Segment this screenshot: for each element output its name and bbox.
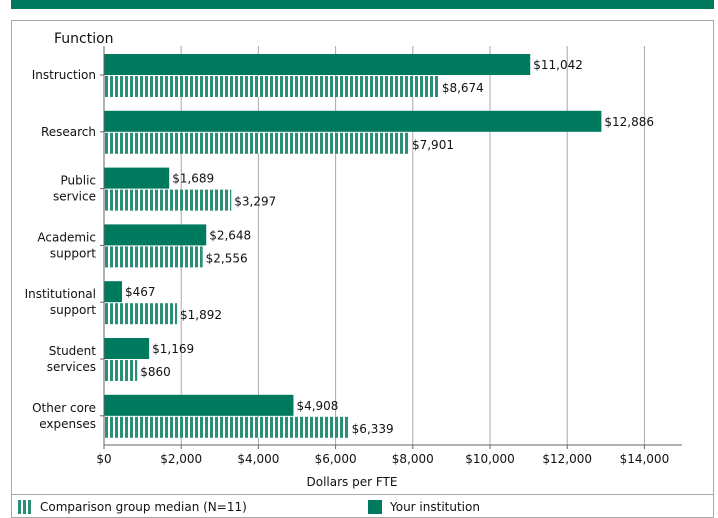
data-label-comparison-median: $7,901 [412, 138, 454, 152]
bar-chart: Function $11,042 $8,674 $12,886 $7,901 $1,68… [25, 31, 682, 489]
legend-label-comparison: Comparison group median (N=11) [40, 500, 247, 514]
category-label: Instruction [32, 68, 96, 82]
data-label-comparison-median: $1,892 [180, 308, 222, 322]
x-tick-label: $4,000 [237, 452, 279, 466]
category-label: support [50, 303, 96, 317]
bar-your-institution [104, 54, 531, 75]
data-label-your-institution: $11,042 [533, 58, 583, 72]
bar-comparison-median [104, 189, 232, 211]
x-tick-label: $6,000 [315, 452, 357, 466]
category-label: Academic [37, 230, 96, 244]
gridlines [180, 46, 645, 445]
axes: $0 $2,000 $4,000 $6,000 $8,000 $10,000 $12,000… [25, 46, 682, 466]
data-label-comparison-median: $6,339 [352, 422, 394, 436]
bar-comparison-median [104, 416, 349, 438]
bar-your-institution [104, 394, 294, 416]
data-label-comparison-median: $2,556 [206, 251, 248, 265]
x-tick-label: $12,000 [542, 452, 592, 466]
category-label: Institutional [25, 287, 96, 301]
x-axis-label: Dollars per FTE [307, 475, 398, 489]
bar-your-institution [104, 338, 150, 359]
data-label-your-institution: $467 [125, 285, 156, 299]
legend-label-institution: Your institution [390, 500, 480, 514]
bar-comparison-median [104, 303, 178, 325]
bar-your-institution [104, 281, 123, 303]
solid-swatch-icon [368, 500, 382, 514]
data-label-comparison-median: $860 [140, 365, 171, 379]
bar-your-institution [104, 224, 207, 246]
data-label-your-institution: $2,648 [209, 228, 251, 242]
bar-comparison-median [104, 76, 439, 97]
data-label-comparison-median: $8,674 [442, 81, 484, 95]
x-tick-label: $2,000 [160, 452, 202, 466]
legend: Comparison group median (N=11) Your inst… [11, 494, 714, 518]
x-tick-label: $8,000 [392, 452, 434, 466]
data-label-comparison-median: $3,297 [234, 195, 276, 209]
bar-your-institution [104, 110, 602, 132]
legend-item-comparison: Comparison group median (N=11) [18, 499, 247, 515]
bar-comparison-median [104, 360, 138, 381]
bar-comparison-median [104, 246, 203, 268]
category-label: Other core [32, 401, 96, 415]
category-label: support [50, 246, 96, 260]
data-label-your-institution: $1,689 [172, 172, 214, 186]
bar-comparison-median [104, 132, 409, 154]
data-label-your-institution: $12,886 [604, 115, 654, 129]
striped-swatch-icon [18, 500, 32, 514]
header-bar [11, 0, 714, 9]
chart-title: Function [54, 31, 114, 47]
category-label: Research [41, 125, 96, 139]
category-label: Student [49, 344, 97, 358]
x-tick-label: $10,000 [465, 452, 515, 466]
data-label-your-institution: $4,908 [296, 399, 338, 413]
plot-area-border [11, 20, 714, 495]
category-label: services [47, 360, 96, 374]
category-label: service [53, 190, 96, 204]
bar-your-institution [104, 167, 170, 189]
data-label-your-institution: $1,169 [152, 342, 194, 356]
x-tick-label: $0 [96, 452, 111, 466]
bars: $11,042 $8,674 $12,886 $7,901 $1,689 $3,297 $2… [104, 54, 654, 438]
category-label: Public [60, 174, 96, 188]
x-tick-label: $14,000 [620, 452, 670, 466]
category-label: expenses [39, 417, 96, 431]
legend-item-institution: Your institution [368, 499, 480, 515]
